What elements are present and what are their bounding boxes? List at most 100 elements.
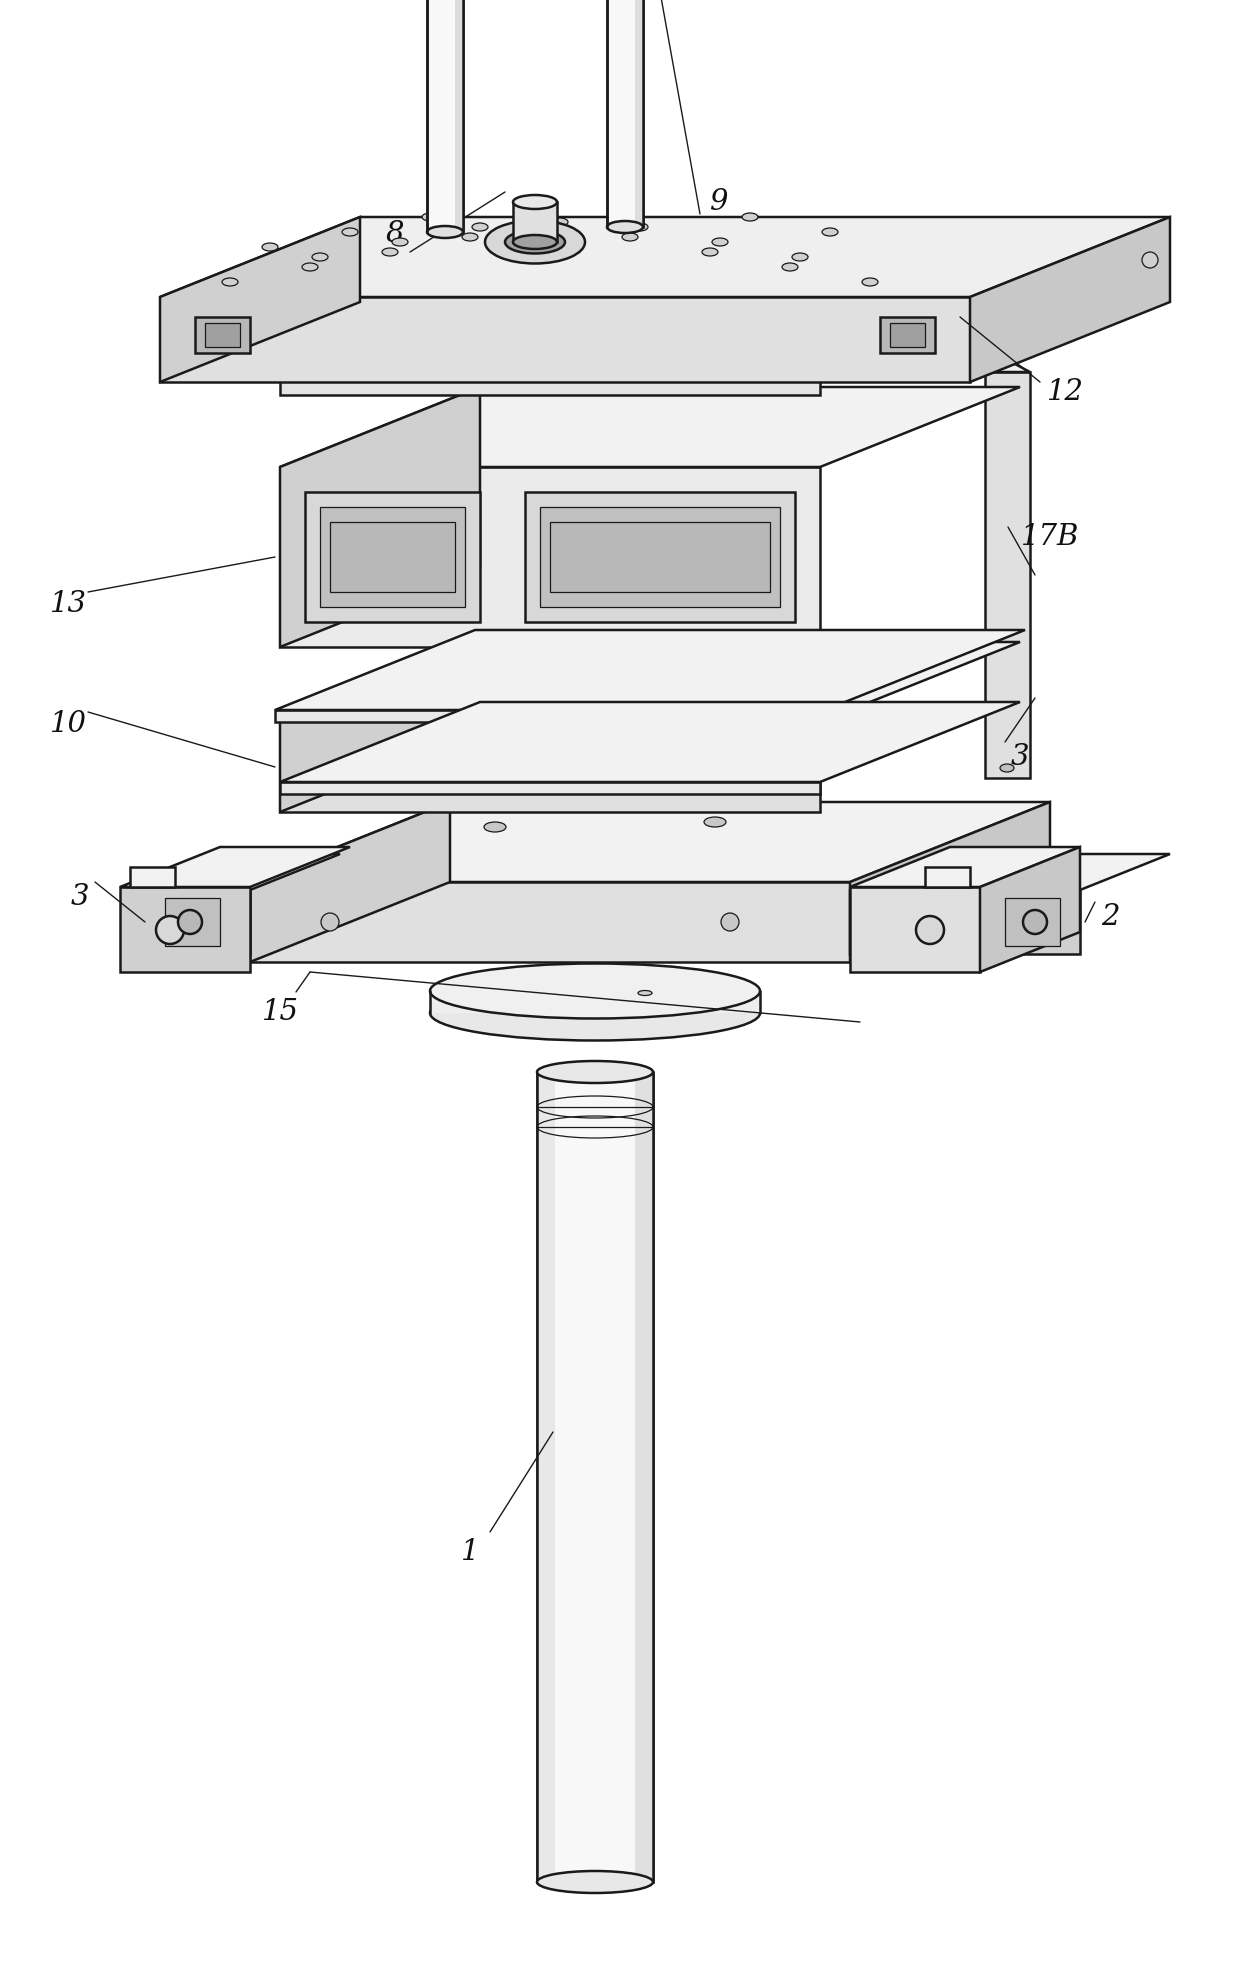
- Ellipse shape: [622, 234, 639, 242]
- Ellipse shape: [342, 228, 358, 236]
- Polygon shape: [985, 373, 1030, 779]
- Ellipse shape: [312, 254, 329, 262]
- Text: 10: 10: [50, 710, 87, 737]
- Ellipse shape: [179, 910, 202, 934]
- Text: 8: 8: [386, 220, 404, 248]
- Ellipse shape: [542, 218, 558, 226]
- Ellipse shape: [702, 248, 718, 256]
- Polygon shape: [140, 854, 340, 890]
- Ellipse shape: [484, 823, 506, 832]
- Polygon shape: [537, 1072, 653, 1883]
- Ellipse shape: [222, 277, 238, 285]
- Text: 9: 9: [709, 188, 727, 216]
- Polygon shape: [280, 702, 1021, 783]
- Polygon shape: [140, 890, 250, 953]
- Polygon shape: [635, 1072, 653, 1883]
- Ellipse shape: [537, 1060, 653, 1082]
- Ellipse shape: [822, 228, 838, 236]
- Text: 1: 1: [461, 1538, 479, 1566]
- Polygon shape: [430, 991, 760, 1013]
- Ellipse shape: [303, 264, 317, 272]
- Ellipse shape: [485, 220, 585, 264]
- Polygon shape: [890, 323, 925, 347]
- Polygon shape: [849, 854, 1171, 890]
- Text: 3: 3: [71, 884, 89, 912]
- Ellipse shape: [587, 759, 603, 775]
- Polygon shape: [305, 492, 480, 622]
- Polygon shape: [880, 317, 935, 353]
- Polygon shape: [160, 216, 1171, 297]
- Polygon shape: [160, 297, 970, 383]
- Polygon shape: [280, 783, 820, 795]
- Ellipse shape: [1023, 910, 1047, 934]
- Ellipse shape: [742, 212, 758, 222]
- Polygon shape: [250, 882, 849, 961]
- Polygon shape: [165, 898, 219, 945]
- Polygon shape: [970, 216, 1171, 383]
- Text: 2: 2: [1101, 904, 1120, 932]
- Ellipse shape: [632, 224, 649, 232]
- Ellipse shape: [552, 218, 568, 226]
- Ellipse shape: [392, 238, 408, 246]
- Text: 3: 3: [1011, 743, 1029, 771]
- Polygon shape: [120, 846, 350, 888]
- Polygon shape: [275, 710, 825, 721]
- Ellipse shape: [792, 254, 808, 262]
- Ellipse shape: [427, 226, 463, 238]
- Polygon shape: [130, 866, 175, 888]
- Ellipse shape: [720, 914, 739, 932]
- Text: 15: 15: [262, 999, 299, 1027]
- Ellipse shape: [513, 194, 557, 208]
- Polygon shape: [280, 721, 820, 813]
- Ellipse shape: [639, 991, 652, 995]
- Polygon shape: [320, 507, 465, 606]
- Polygon shape: [513, 202, 557, 242]
- Polygon shape: [455, 0, 463, 232]
- Polygon shape: [280, 642, 1021, 721]
- Ellipse shape: [782, 264, 799, 272]
- Ellipse shape: [712, 238, 728, 246]
- Text: 12: 12: [1047, 379, 1084, 406]
- Ellipse shape: [513, 236, 557, 250]
- Polygon shape: [275, 630, 1025, 710]
- Polygon shape: [330, 521, 455, 593]
- Ellipse shape: [916, 916, 944, 943]
- Polygon shape: [980, 846, 1080, 971]
- Polygon shape: [250, 803, 1050, 882]
- Polygon shape: [537, 1072, 556, 1883]
- Ellipse shape: [262, 244, 278, 252]
- Ellipse shape: [463, 234, 477, 242]
- Polygon shape: [280, 468, 820, 646]
- Polygon shape: [849, 803, 1050, 961]
- Polygon shape: [160, 216, 360, 383]
- Polygon shape: [525, 492, 795, 622]
- Polygon shape: [539, 507, 780, 606]
- Polygon shape: [195, 317, 250, 353]
- Ellipse shape: [430, 985, 760, 1041]
- Ellipse shape: [352, 759, 368, 775]
- Ellipse shape: [999, 763, 1014, 773]
- Ellipse shape: [382, 248, 398, 256]
- Polygon shape: [120, 888, 250, 971]
- Ellipse shape: [1142, 252, 1158, 268]
- Ellipse shape: [156, 916, 184, 943]
- Ellipse shape: [608, 222, 644, 234]
- Polygon shape: [849, 854, 940, 953]
- Polygon shape: [925, 866, 970, 888]
- Polygon shape: [970, 365, 1030, 373]
- Polygon shape: [280, 377, 820, 394]
- Polygon shape: [608, 0, 644, 228]
- Polygon shape: [551, 521, 770, 593]
- Text: 13: 13: [50, 591, 87, 618]
- Polygon shape: [635, 0, 644, 228]
- Polygon shape: [849, 846, 1080, 888]
- Ellipse shape: [537, 1871, 653, 1893]
- Ellipse shape: [321, 914, 339, 932]
- Ellipse shape: [732, 759, 748, 775]
- Polygon shape: [250, 803, 450, 961]
- Ellipse shape: [704, 817, 725, 826]
- Ellipse shape: [505, 230, 565, 254]
- Polygon shape: [205, 323, 241, 347]
- Polygon shape: [427, 0, 463, 232]
- Ellipse shape: [862, 277, 878, 285]
